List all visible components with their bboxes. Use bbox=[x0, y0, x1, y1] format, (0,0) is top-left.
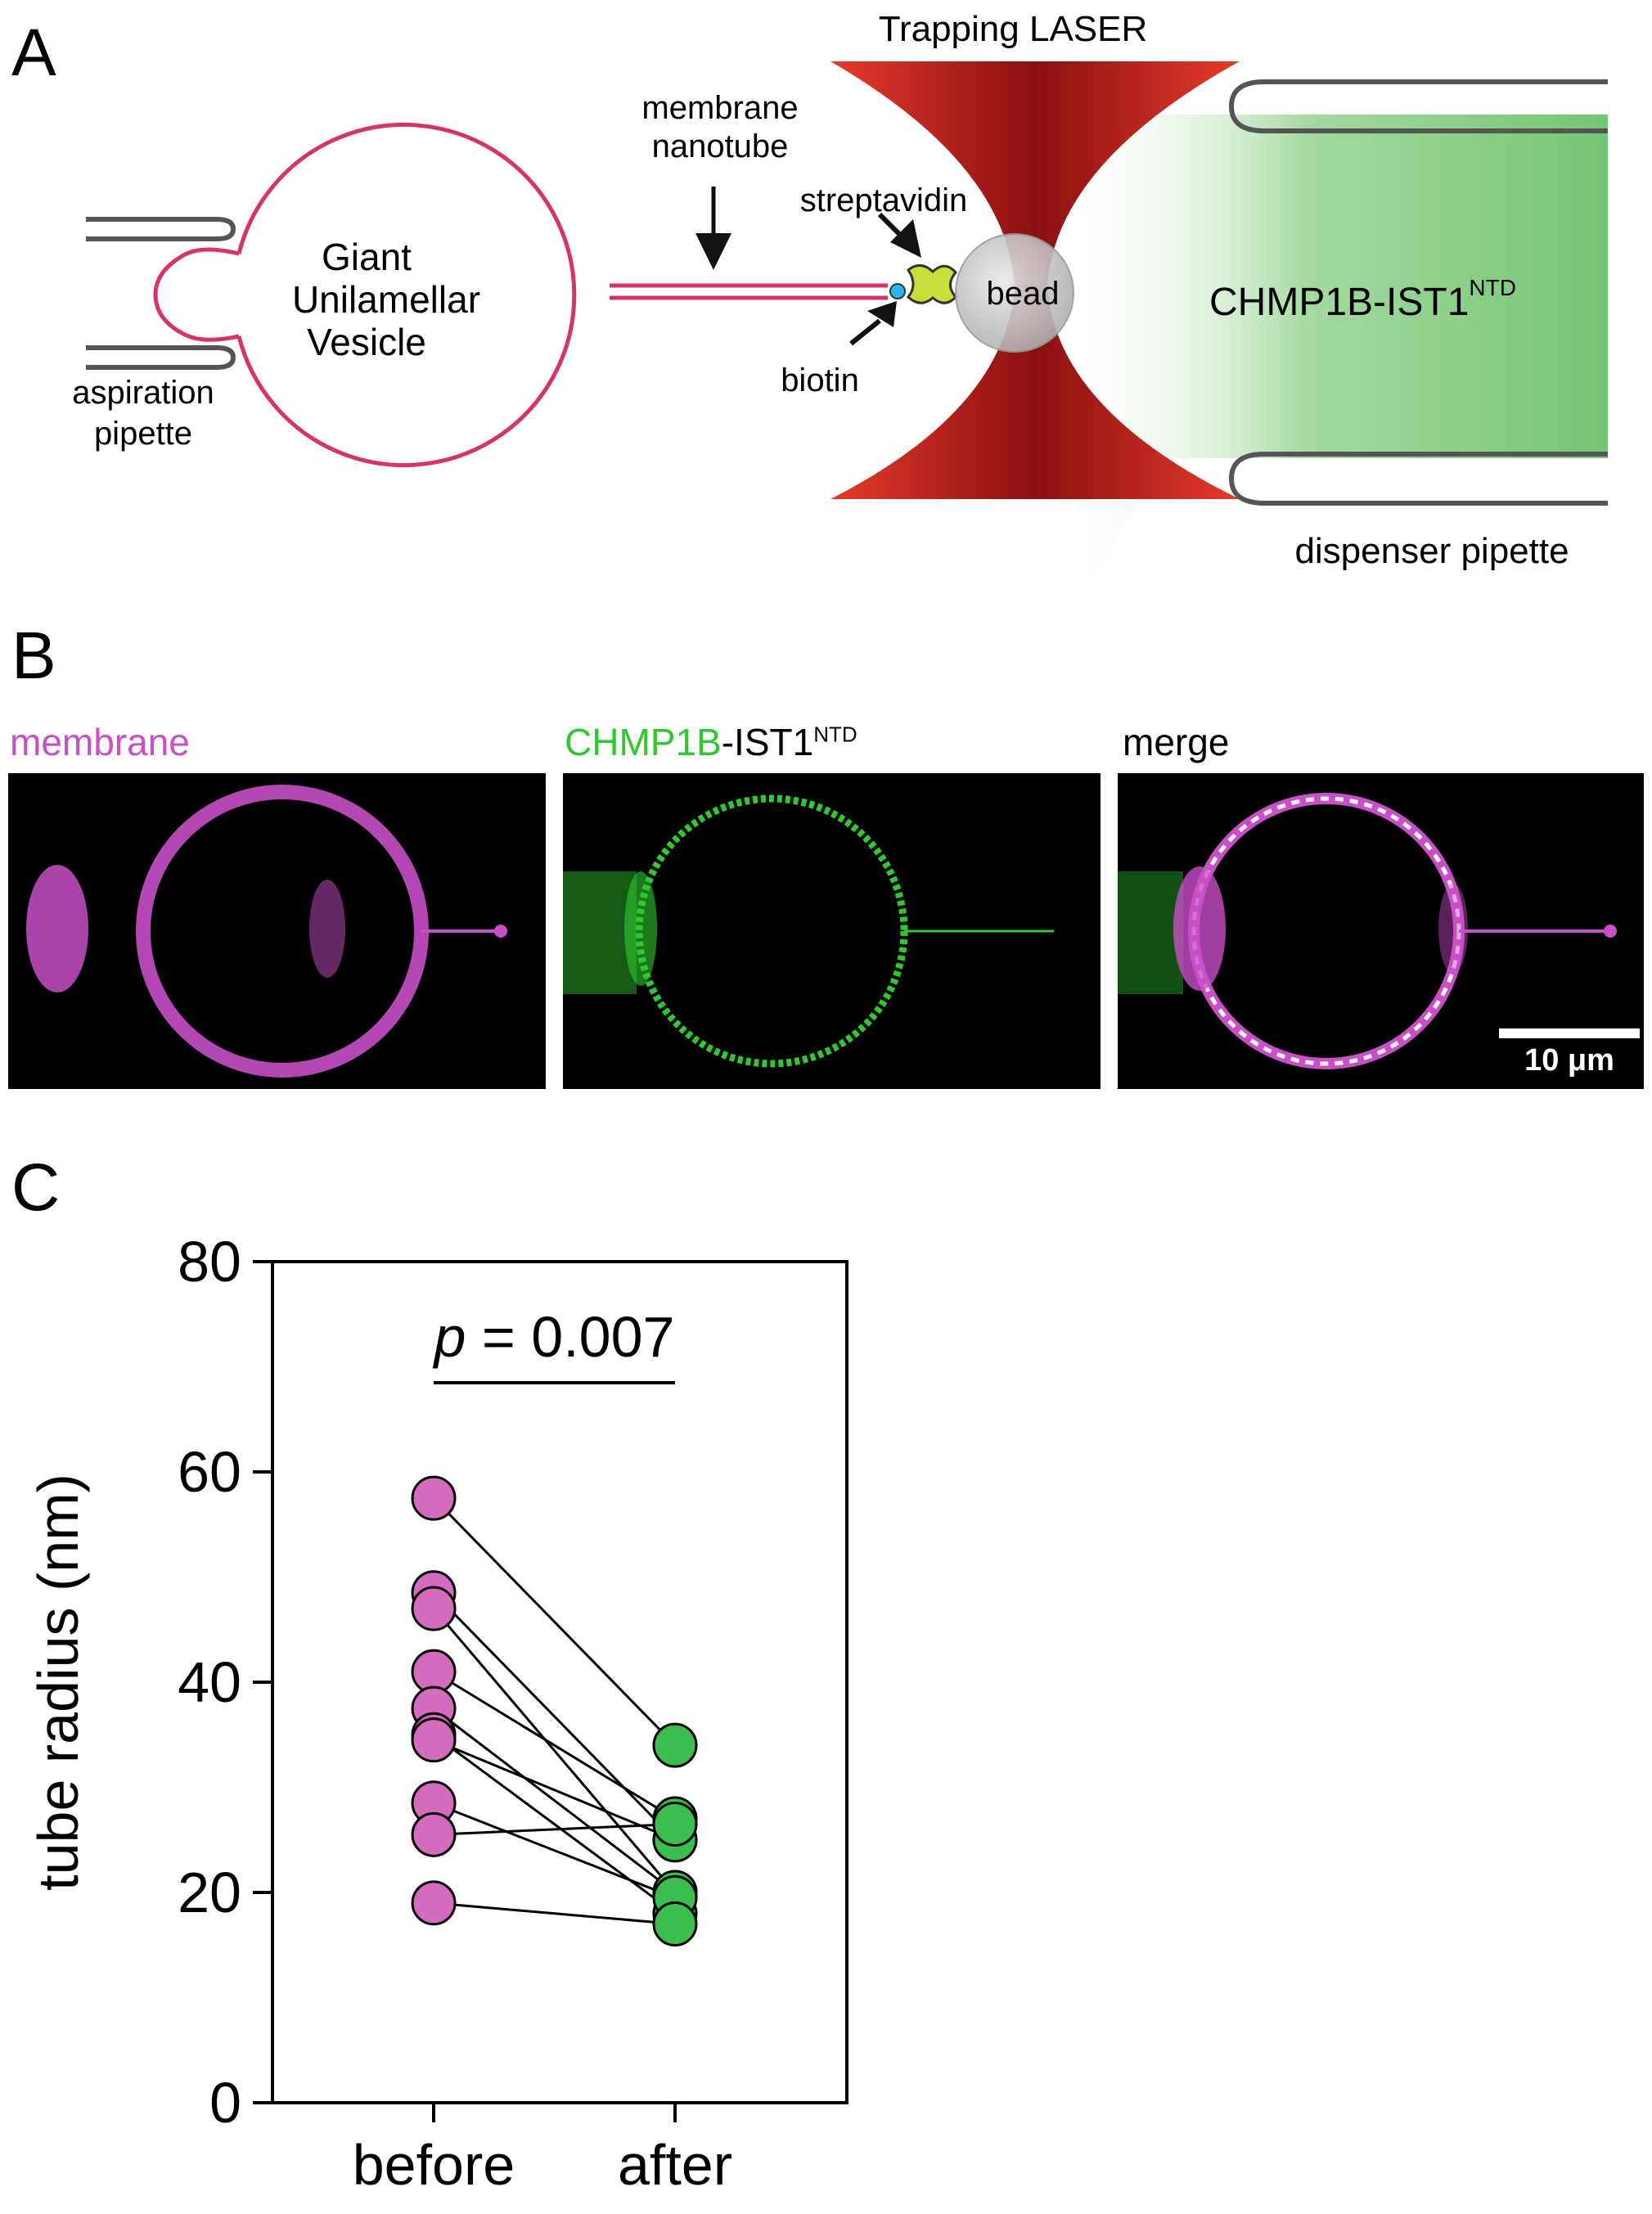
membrane-micrograph bbox=[8, 773, 546, 1089]
pair-line bbox=[432, 1608, 677, 1893]
nanotube-arrow bbox=[695, 187, 731, 270]
pair-line bbox=[433, 1901, 676, 1926]
giant-unilamellar-vesicle bbox=[153, 123, 577, 467]
y-tick-label: 40 bbox=[178, 1650, 241, 1714]
panel-label-c: C bbox=[11, 1150, 61, 1225]
vesicle-label-line1: Giant bbox=[322, 236, 412, 278]
protein-channel-label-black: -IST1 bbox=[721, 721, 814, 763]
p-value-rest: = 0.007 bbox=[466, 1305, 674, 1369]
x-tick-label-before: before bbox=[353, 2133, 515, 2197]
pair-line bbox=[432, 1497, 677, 1747]
membrane-nanotube-label-line2: nanotube bbox=[652, 128, 789, 164]
schematic-diagram: Trapping LASER membrane nanotube strepta… bbox=[72, 9, 1608, 573]
biotin-label: biotin bbox=[781, 362, 859, 398]
scale-bar-label: 10 μm bbox=[1524, 1043, 1614, 1078]
pair-line bbox=[433, 1802, 676, 1899]
before-point bbox=[411, 1880, 457, 1926]
before-point bbox=[411, 1717, 457, 1763]
protein-micrograph bbox=[563, 773, 1101, 1089]
after-point bbox=[652, 1901, 698, 1947]
membrane-nanotube-label-line1: membrane bbox=[641, 90, 798, 126]
vesicle-label-line3: Vesicle bbox=[307, 321, 426, 363]
biotin-arrow bbox=[849, 301, 897, 346]
merge-micrograph: 10 μm bbox=[1118, 773, 1644, 1089]
aspiration-pipette bbox=[86, 217, 236, 370]
pair-line bbox=[432, 1591, 677, 1841]
streptavidin-label: streptavidin bbox=[800, 182, 968, 218]
tube-radius-chart: 0 20 40 60 80 before after tube radius (nm) p = … bbox=[26, 1230, 849, 2197]
biotin-molecule bbox=[889, 283, 906, 299]
y-tick-label: 20 bbox=[178, 1861, 241, 1924]
y-tick-label: 0 bbox=[209, 2071, 241, 2135]
pair-line bbox=[433, 1822, 676, 1836]
p-value-annotation: p = 0.007 bbox=[433, 1305, 675, 1369]
trapping-laser-label: Trapping LASER bbox=[879, 9, 1148, 49]
protein-channel-label-green: CHMP1B bbox=[565, 721, 722, 763]
streptavidin-molecule bbox=[906, 264, 958, 304]
plot-frame bbox=[271, 1260, 849, 2104]
aspiration-pipette-label-line1: aspiration bbox=[72, 375, 214, 411]
protein-channel-label-sup: NTD bbox=[813, 722, 858, 747]
protein-channel-label: CHMP1B-IST1NTD bbox=[565, 720, 858, 764]
merge-channel-label: merge bbox=[1123, 721, 1230, 763]
protein-cloud bbox=[1064, 115, 1608, 573]
x-tick-label-after: after bbox=[618, 2133, 732, 2197]
panel-label-b: B bbox=[11, 619, 56, 693]
membrane-nanotube bbox=[610, 283, 888, 300]
protein-label-main: CHMP1B-IST1 bbox=[1209, 281, 1469, 324]
y-tick-label: 60 bbox=[178, 1440, 241, 1504]
after-point bbox=[652, 1722, 698, 1768]
panel-label-a: A bbox=[11, 16, 56, 90]
p-value-italic: p bbox=[433, 1305, 466, 1369]
after-point bbox=[652, 1801, 698, 1847]
dispenser-pipette bbox=[1228, 79, 1608, 506]
vesicle-label-line2: Unilamellar bbox=[292, 278, 480, 321]
before-point bbox=[411, 1586, 457, 1631]
aspiration-pipette-label-line2: pipette bbox=[94, 416, 192, 452]
bead bbox=[955, 233, 1074, 353]
bead-label: bead bbox=[987, 276, 1060, 312]
protein-label-sup: NTD bbox=[1469, 275, 1516, 300]
scale-bar bbox=[1499, 1028, 1640, 1038]
protein-label: CHMP1B-IST1NTD bbox=[1209, 275, 1516, 324]
pair-line bbox=[433, 1670, 676, 1820]
membrane-channel-label: membrane bbox=[10, 721, 190, 763]
dispenser-pipette-label: dispenser pipette bbox=[1294, 531, 1569, 571]
before-point bbox=[411, 1475, 457, 1521]
before-point bbox=[411, 1811, 457, 1857]
pair-line bbox=[433, 1739, 676, 1842]
streptavidin-arrow bbox=[877, 212, 921, 258]
pair-line bbox=[433, 1734, 676, 1915]
y-tick-label: 80 bbox=[178, 1230, 241, 1294]
pair-line bbox=[433, 1707, 676, 1894]
y-axis-label: tube radius (nm) bbox=[26, 1474, 90, 1891]
